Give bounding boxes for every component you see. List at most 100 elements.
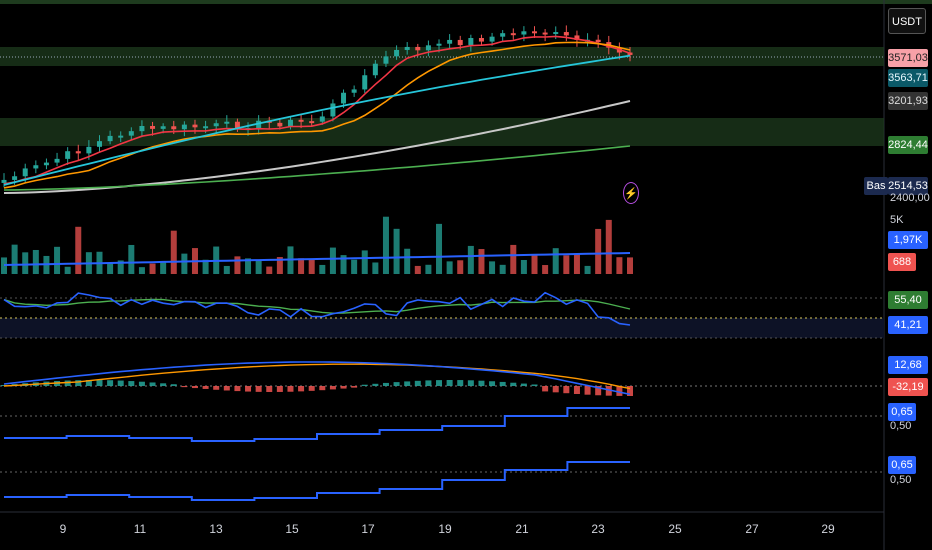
volume-bar xyxy=(404,248,411,274)
candle xyxy=(12,176,18,180)
ma-slow-tag: 3201,93 xyxy=(888,92,928,110)
volume-bar xyxy=(478,249,485,274)
macd-hist-bar xyxy=(245,386,252,392)
volume-ma-line xyxy=(3,252,631,266)
candle xyxy=(213,123,219,127)
volume-bar xyxy=(542,265,549,274)
volume-bar xyxy=(160,262,167,274)
top-band xyxy=(0,0,932,4)
rsi-band xyxy=(0,318,884,338)
x-tick-label: 25 xyxy=(668,522,682,536)
volume-bar xyxy=(446,261,453,274)
macd-hist-bar xyxy=(160,383,167,386)
candle xyxy=(75,151,81,154)
volume-bar xyxy=(489,261,496,274)
candle xyxy=(330,103,336,117)
volume-bar xyxy=(319,264,326,274)
macd-hist-bar xyxy=(457,380,464,386)
candle xyxy=(86,146,92,154)
volume-bar xyxy=(552,248,559,274)
candle xyxy=(404,46,410,50)
volume-bar xyxy=(245,258,252,274)
volume-bar xyxy=(298,258,305,274)
macd-line xyxy=(3,361,631,396)
step1-tag: 0,65 xyxy=(888,403,916,421)
macd-hist-bar xyxy=(191,386,198,389)
candle xyxy=(203,126,209,129)
currency-button[interactable]: USDT xyxy=(888,8,926,34)
macd-hist-bar xyxy=(382,382,389,386)
candle xyxy=(43,162,49,166)
candle xyxy=(54,158,60,163)
macd-hist-bar xyxy=(510,382,517,386)
candle xyxy=(532,31,538,34)
candle xyxy=(192,124,198,128)
volume-bar xyxy=(32,249,39,274)
volume-bar xyxy=(276,257,283,274)
volume-bar xyxy=(107,263,114,274)
lightning-icon[interactable]: ⚡ xyxy=(623,182,639,204)
candle xyxy=(277,122,283,127)
volume-bar xyxy=(11,244,18,274)
volume-bar xyxy=(467,245,474,274)
volume-bar xyxy=(457,260,464,274)
candle xyxy=(425,45,431,51)
volume-bar xyxy=(436,223,443,274)
candle xyxy=(160,126,166,129)
candle xyxy=(139,126,145,132)
candle xyxy=(319,116,325,122)
volume-bar xyxy=(531,254,538,274)
macd-hist-bar xyxy=(329,386,336,390)
candle xyxy=(256,120,262,129)
macd-hist-bar xyxy=(467,380,474,386)
ma-long-tag: 2824,44 xyxy=(888,136,928,154)
volume-bar xyxy=(117,260,124,274)
volume-bar xyxy=(510,244,517,274)
volume-bar xyxy=(308,258,315,274)
candle xyxy=(468,38,474,46)
volume-bar xyxy=(520,259,527,274)
macd-hist-bar xyxy=(584,386,591,395)
volume-bar xyxy=(563,255,570,274)
macd-hist-tag: -32,19 xyxy=(888,378,928,396)
volume-bar xyxy=(584,265,591,274)
volume-bar xyxy=(499,264,506,274)
macd-hist-bar xyxy=(595,386,602,396)
base-value-tag: 2514,53 xyxy=(888,177,928,195)
volume-bar xyxy=(54,246,61,274)
volume-bar xyxy=(181,253,188,274)
x-tick-label: 29 xyxy=(821,522,835,536)
macd-hist-bar xyxy=(436,380,443,386)
volume-bar xyxy=(329,247,336,274)
x-tick-label: 17 xyxy=(361,522,375,536)
macd-hist-bar xyxy=(149,382,156,386)
macd-hist-bar xyxy=(531,384,538,386)
macd-hist-bar xyxy=(520,383,527,386)
candle xyxy=(489,36,495,42)
candle xyxy=(33,165,39,169)
macd-hist-bar xyxy=(223,386,230,391)
macd-hist-bar xyxy=(202,386,209,389)
volume-bar xyxy=(393,228,400,274)
candle xyxy=(181,124,187,130)
macd-hist-bar xyxy=(85,380,92,386)
candle xyxy=(234,121,240,129)
macd-hist-bar xyxy=(117,380,124,386)
rsi-pane xyxy=(0,291,884,339)
ma-white-line xyxy=(3,100,631,194)
volume-bar xyxy=(75,226,82,274)
step2-axis-label: 0,50 xyxy=(890,474,912,486)
macd-hist-bar xyxy=(128,381,135,386)
candle xyxy=(595,39,601,43)
macd-hist-bar xyxy=(404,381,411,386)
macd-hist-bar xyxy=(372,383,379,386)
ma-green-line xyxy=(3,145,631,191)
volume-bar xyxy=(266,266,273,274)
macd-hist-bar xyxy=(319,386,326,391)
macd-hist-bar xyxy=(287,386,294,392)
volume-pane xyxy=(1,216,633,274)
candle xyxy=(118,135,124,138)
macd-hist-bar xyxy=(605,386,612,396)
